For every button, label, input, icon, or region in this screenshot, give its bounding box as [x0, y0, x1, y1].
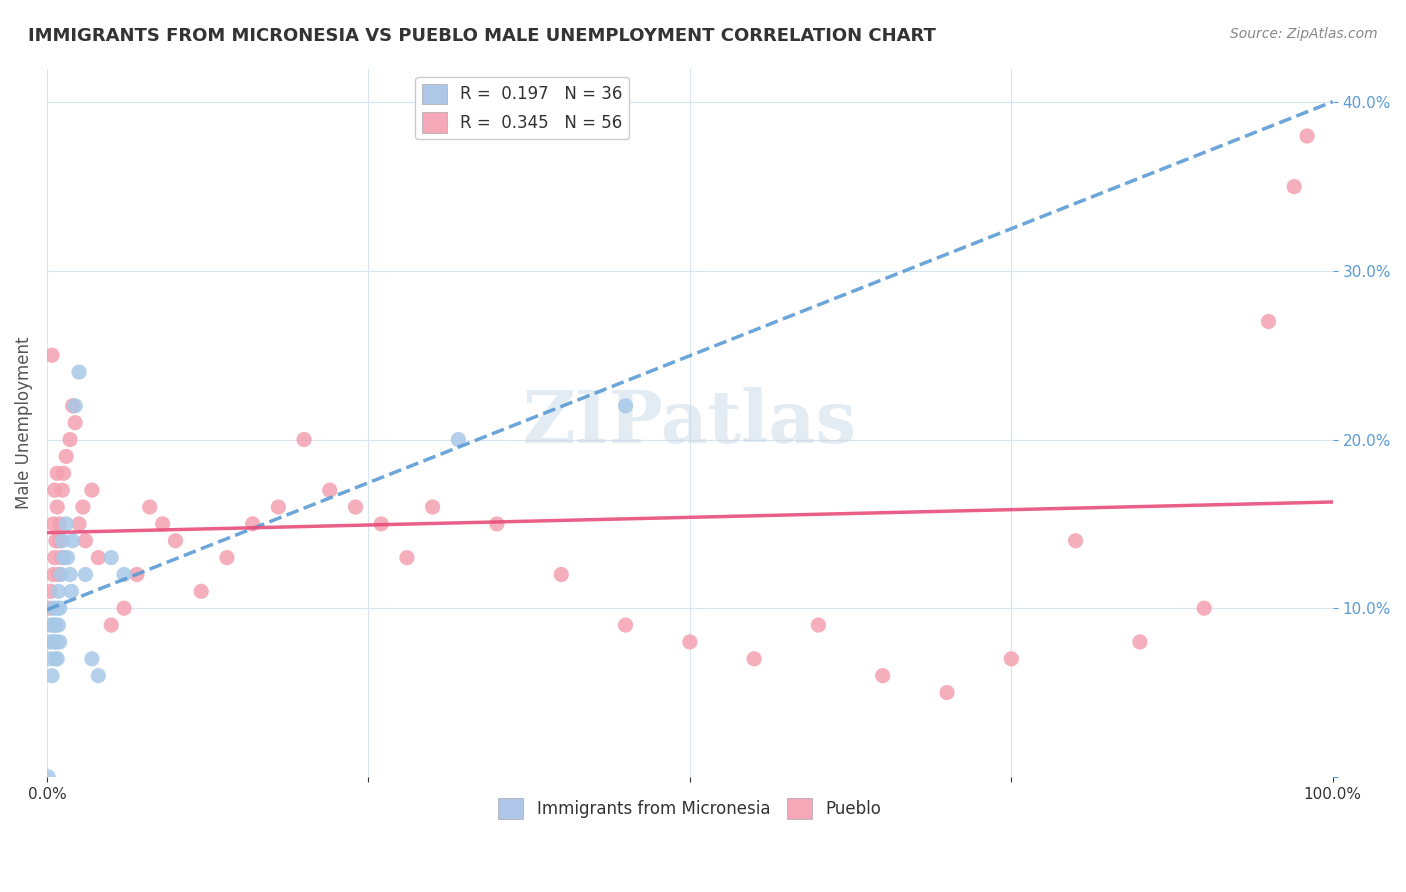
Point: [550, 567, 572, 582]
Point: [67, 516, 90, 531]
Point: [39, 652, 62, 666]
Point: [56, 550, 79, 565]
Point: [55, 450, 77, 464]
Point: [112, 601, 135, 615]
Point: [215, 550, 238, 565]
Point: [48, 567, 70, 582]
Point: [60, 584, 83, 599]
Point: [100, 550, 122, 565]
Point: [42, 516, 65, 531]
Point: [112, 567, 135, 582]
Point: [63, 399, 86, 413]
Point: [87, 550, 110, 565]
Point: [614, 618, 637, 632]
Point: [190, 584, 212, 599]
Point: [48, 635, 70, 649]
Point: [62, 399, 84, 413]
Text: IMMIGRANTS FROM MICRONESIA VS PUEBLO MALE UNEMPLOYMENT CORRELATION CHART: IMMIGRANTS FROM MICRONESIA VS PUEBLO MAL…: [28, 27, 936, 45]
Point: [679, 635, 702, 649]
Point: [45, 618, 67, 632]
Point: [72, 500, 94, 514]
Point: [55, 516, 77, 531]
Point: [49, 550, 72, 565]
Point: [37, 770, 59, 784]
Point: [485, 516, 508, 531]
Point: [422, 500, 444, 514]
Point: [52, 467, 75, 481]
Point: [242, 516, 264, 531]
Point: [1282, 179, 1305, 194]
Point: [80, 483, 103, 498]
Point: [51, 533, 73, 548]
Point: [80, 652, 103, 666]
Point: [42, 567, 65, 582]
Point: [125, 567, 148, 582]
Point: [370, 516, 392, 531]
Text: Source: ZipAtlas.com: Source: ZipAtlas.com: [1230, 27, 1378, 41]
Text: ZIPatlas: ZIPatlas: [523, 387, 856, 458]
Point: [44, 483, 66, 498]
Point: [51, 483, 73, 498]
Point: [63, 416, 86, 430]
Point: [936, 685, 959, 699]
Point: [46, 500, 69, 514]
Point: [1000, 652, 1022, 666]
Point: [165, 533, 187, 548]
Point: [447, 433, 470, 447]
Point: [38, 635, 60, 649]
Point: [49, 567, 72, 582]
Point: [45, 533, 67, 548]
Point: [1064, 533, 1087, 548]
Point: [1296, 128, 1319, 143]
Point: [67, 365, 90, 379]
Point: [48, 584, 70, 599]
Point: [742, 652, 765, 666]
Point: [872, 668, 894, 682]
Point: [59, 433, 82, 447]
Point: [267, 500, 290, 514]
Point: [48, 516, 70, 531]
Point: [45, 652, 67, 666]
Point: [75, 567, 97, 582]
Point: [52, 550, 75, 565]
Point: [41, 668, 63, 682]
Legend: Immigrants from Micronesia, Pueblo: Immigrants from Micronesia, Pueblo: [492, 791, 887, 825]
Point: [807, 618, 830, 632]
Point: [46, 652, 69, 666]
Point: [152, 516, 174, 531]
Point: [292, 433, 315, 447]
Point: [395, 550, 418, 565]
Point: [44, 618, 66, 632]
Point: [614, 399, 637, 413]
Point: [87, 668, 110, 682]
Point: [44, 550, 66, 565]
Point: [48, 533, 70, 548]
Point: [59, 567, 82, 582]
Point: [46, 601, 69, 615]
Point: [44, 635, 66, 649]
Point: [1192, 601, 1215, 615]
Point: [100, 618, 122, 632]
Point: [38, 601, 60, 615]
Point: [344, 500, 367, 514]
Point: [139, 500, 162, 514]
Point: [46, 467, 69, 481]
Point: [42, 618, 65, 632]
Point: [48, 601, 70, 615]
Point: [48, 618, 70, 632]
Point: [319, 483, 342, 498]
Point: [39, 618, 62, 632]
Point: [62, 533, 84, 548]
Point: [1257, 314, 1279, 328]
Point: [75, 533, 97, 548]
Point: [42, 635, 65, 649]
Point: [42, 601, 65, 615]
Point: [46, 635, 69, 649]
Point: [39, 584, 62, 599]
Point: [1129, 635, 1152, 649]
Point: [41, 348, 63, 362]
Y-axis label: Male Unemployment: Male Unemployment: [15, 336, 32, 509]
